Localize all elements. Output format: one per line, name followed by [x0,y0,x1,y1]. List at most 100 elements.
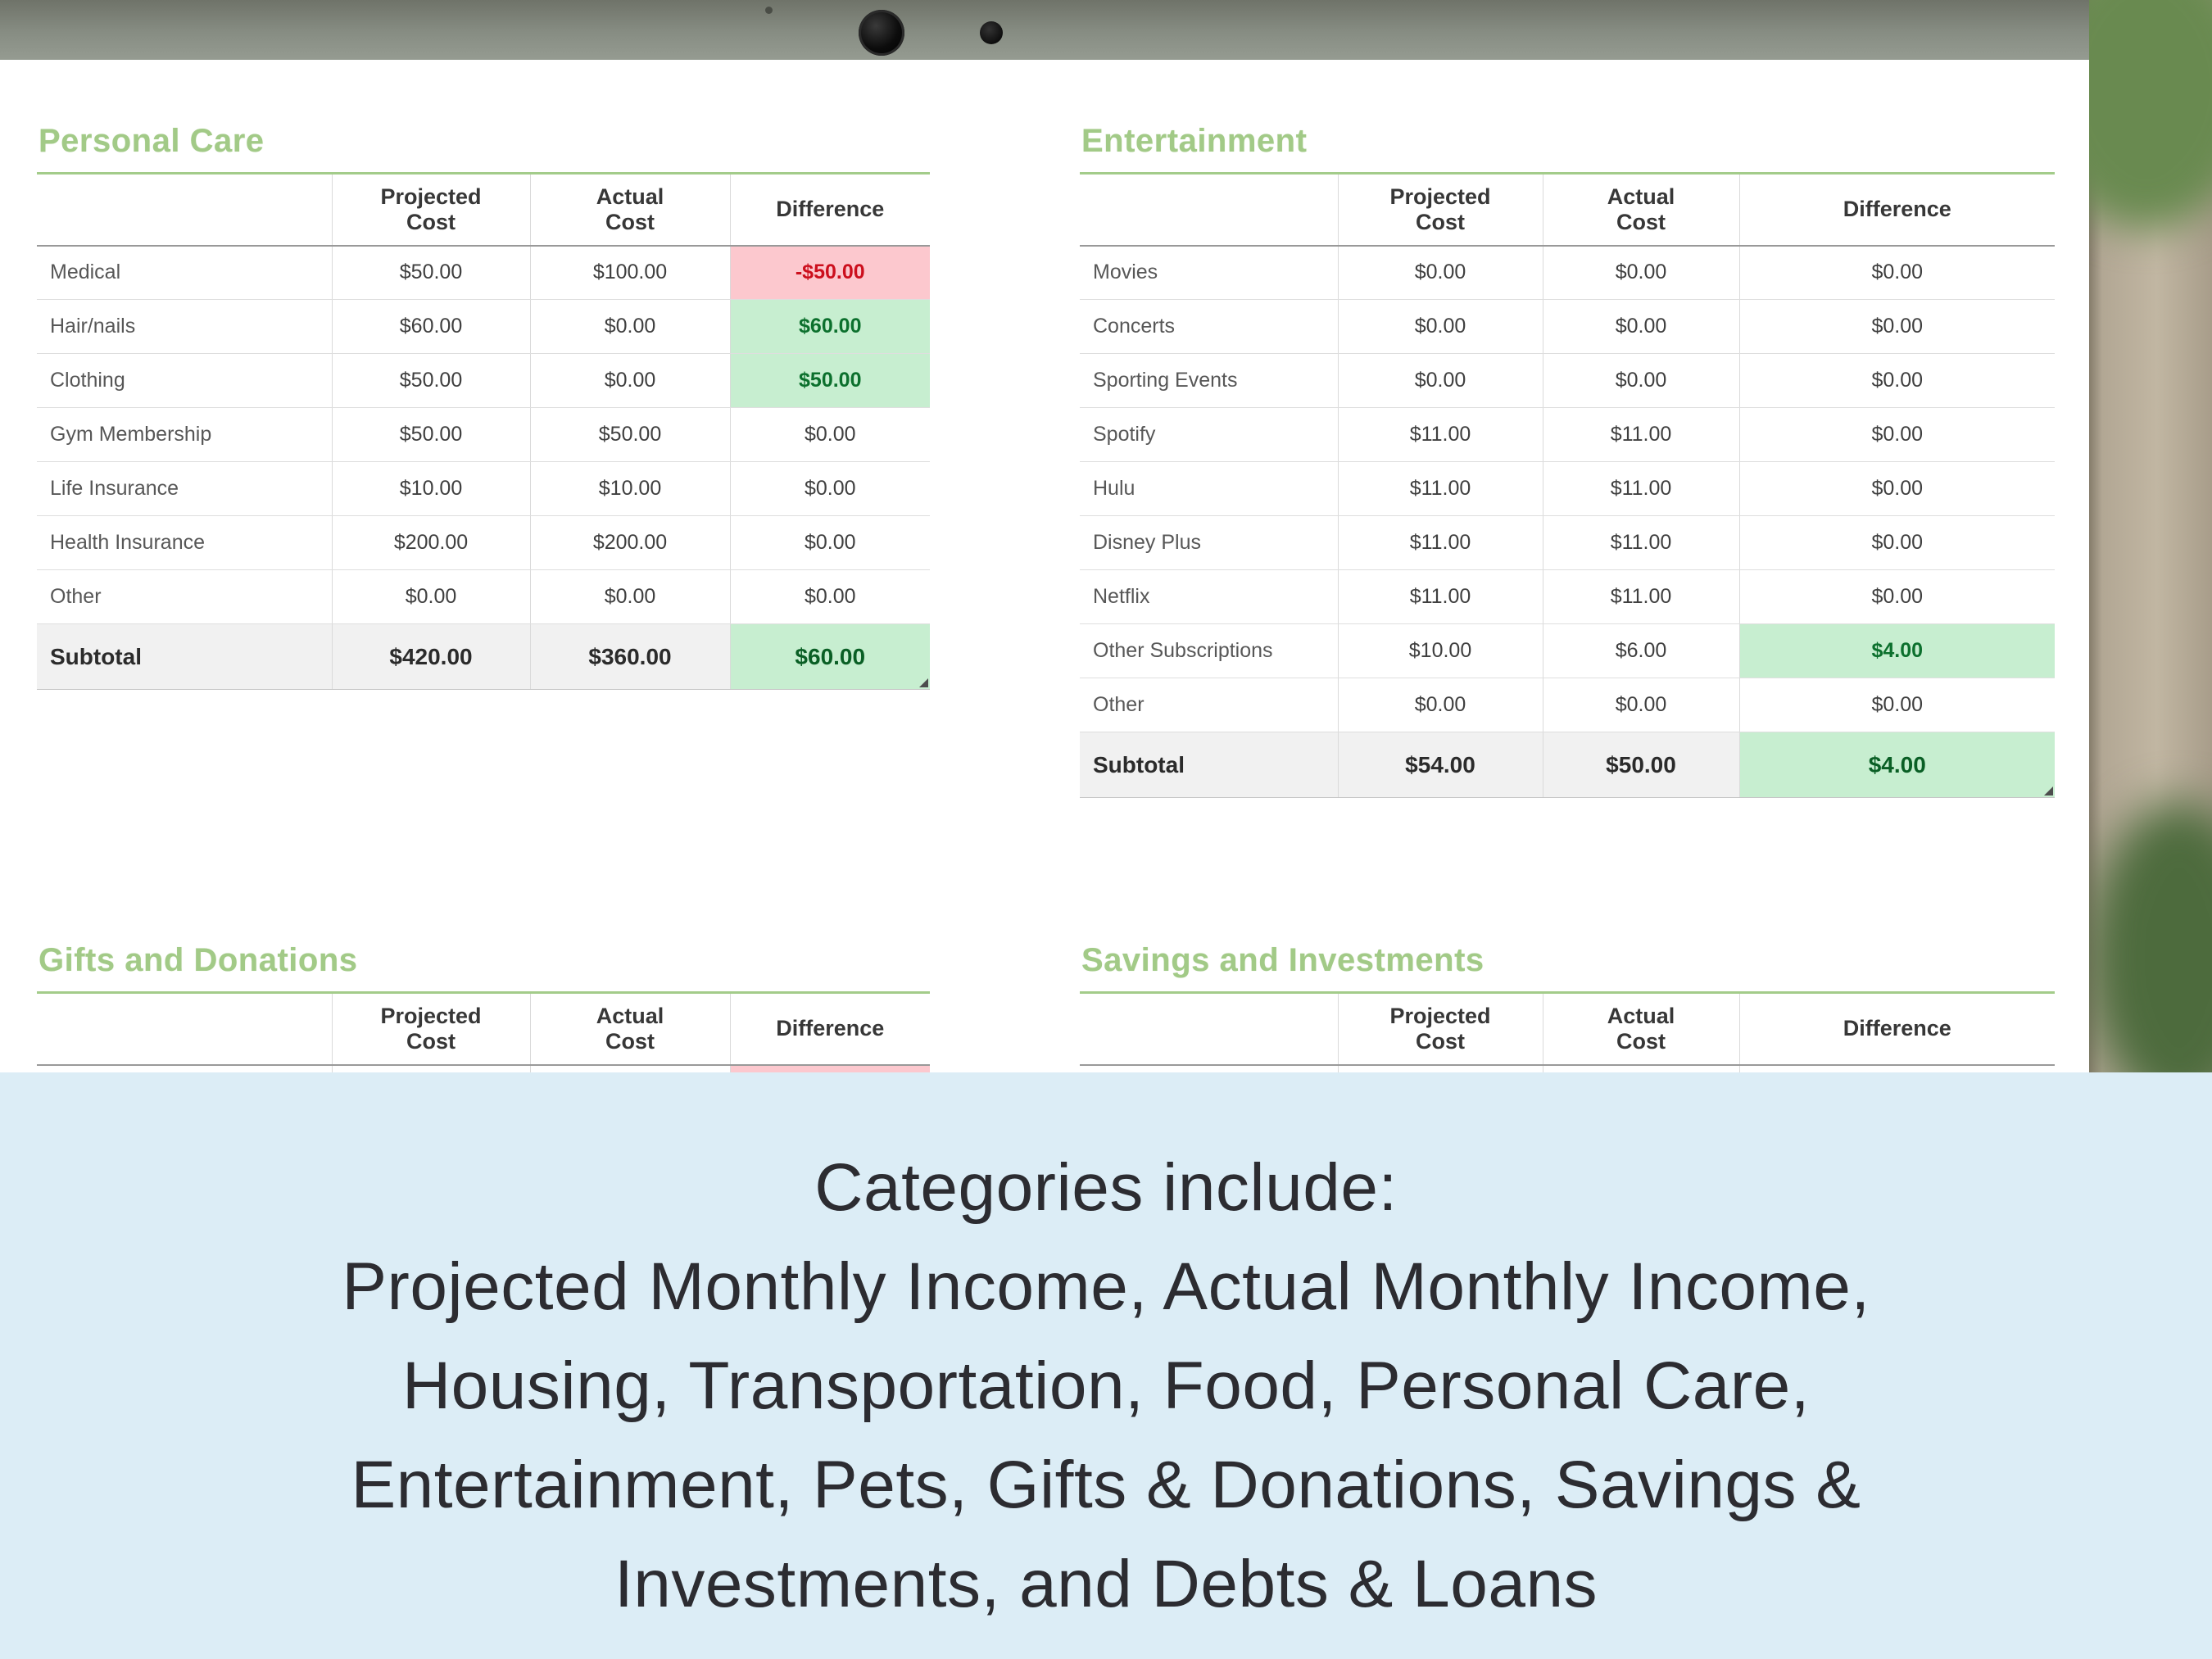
row-label-cell[interactable]: Subtotal [1080,732,1338,798]
projected-cost-cell[interactable] [331,1064,530,1072]
row-label-cell[interactable]: Netflix [1080,569,1338,624]
difference-cell[interactable]: $4.00 [1738,623,2055,678]
projected-cost-cell[interactable]: $50.00 [331,245,530,300]
table-row: Concerts $0.00 $0.00 $0.00 [1080,299,2055,354]
budget-table-entertainment: Projected Cost Actual Cost Difference Movie… [1080,172,2055,798]
difference-cell[interactable]: $0.00 [1738,245,2055,300]
row-label-cell[interactable]: Subtotal [37,623,332,690]
corner-header-cell [1080,992,1338,1066]
table-title-savings-and-investments: Savings and Investments [1081,942,1484,978]
row-label-cell[interactable]: Sporting Events [1080,353,1338,408]
actual-cost-cell[interactable]: $100.00 [529,245,730,300]
actual-cost-cell[interactable]: $360.00 [529,623,730,690]
difference-cell[interactable]: $0.00 [1738,569,2055,624]
projected-cost-cell[interactable]: $10.00 [1337,623,1543,678]
table-row: Disney Plus $11.00 $11.00 $0.00 [1080,515,2055,570]
table-row: Other $0.00 $0.00 $0.00 [37,569,930,624]
actual-cost-cell[interactable]: $11.00 [1542,569,1739,624]
difference-cell[interactable]: $60.00 [729,623,930,690]
subtotal-row: Subtotal $420.00 $360.00 $60.00 [37,623,930,690]
row-label-cell[interactable]: Hulu [1080,461,1338,516]
table-row: Life Insurance $10.00 $10.00 $0.00 [37,461,930,516]
actual-cost-cell[interactable]: $0.00 [529,299,730,354]
row-label-cell[interactable]: Movies [1080,245,1338,300]
table-row: Gym Membership $50.00 $50.00 $0.00 [37,407,930,462]
projected-cost-cell[interactable]: $50.00 [331,353,530,408]
projected-cost-cell[interactable]: $0.00 [1337,245,1543,300]
projected-cost-cell[interactable]: $0.00 [1337,299,1543,354]
corner-header-cell [37,992,332,1066]
actual-cost-cell[interactable] [1542,1064,1739,1072]
actual-cost-cell[interactable]: $0.00 [1542,353,1739,408]
actual-cost-cell[interactable]: $11.00 [1542,461,1739,516]
difference-cell[interactable]: $0.00 [729,569,930,624]
projected-cost-cell[interactable]: $0.00 [1337,353,1543,408]
difference-cell[interactable]: $0.00 [1738,461,2055,516]
projected-cost-cell[interactable]: $0.00 [331,569,530,624]
actual-cost-cell[interactable]: $11.00 [1542,407,1739,462]
actual-cost-cell[interactable]: $0.00 [529,353,730,408]
column-header: Difference [1738,173,2055,247]
difference-cell[interactable]: -$50.00 [729,245,930,300]
actual-cost-cell[interactable]: $10.00 [529,461,730,516]
row-label-cell[interactable]: Gym Membership [37,407,332,462]
projected-cost-cell[interactable]: $11.00 [1337,407,1543,462]
row-label-cell[interactable]: Concerts [1080,299,1338,354]
projected-cost-cell[interactable] [1337,1064,1543,1072]
row-label-cell[interactable] [1080,1064,1338,1072]
projected-cost-cell[interactable]: $0.00 [1337,678,1543,732]
actual-cost-cell[interactable]: $6.00 [1542,623,1739,678]
row-label-cell[interactable]: Other [1080,678,1338,732]
difference-cell[interactable]: $0.00 [1738,515,2055,570]
projected-cost-cell[interactable]: $10.00 [331,461,530,516]
projected-cost-cell[interactable]: $11.00 [1337,569,1543,624]
difference-cell[interactable]: $0.00 [1738,678,2055,732]
projected-cost-cell[interactable]: $54.00 [1337,732,1543,798]
row-label-cell[interactable]: Medical [37,245,332,300]
difference-cell[interactable]: $50.00 [729,353,930,408]
projected-cost-cell[interactable]: $11.00 [1337,515,1543,570]
actual-cost-cell[interactable]: $11.00 [1542,515,1739,570]
actual-cost-cell[interactable]: $200.00 [529,515,730,570]
difference-cell[interactable]: $0.00 [1738,299,2055,354]
row-label-cell[interactable]: Clothing [37,353,332,408]
difference-cell[interactable]: $4.00 [1738,732,2055,798]
projected-cost-cell[interactable]: $11.00 [1337,461,1543,516]
table-row: Medical $50.00 $100.00 -$50.00 [37,245,930,300]
difference-cell[interactable]: $0.00 [729,407,930,462]
corner-header-cell [1080,173,1338,247]
column-header: Actual Cost [529,992,730,1066]
difference-cell[interactable]: $0.00 [729,515,930,570]
table-title-gifts-and-donations: Gifts and Donations [39,942,358,978]
actual-cost-cell[interactable]: $0.00 [1542,678,1739,732]
section-personal-care: Personal Care Projected Cost Actual Cost D… [37,123,930,690]
difference-cell[interactable] [1738,1064,2055,1072]
projected-cost-cell[interactable]: $420.00 [331,623,530,690]
actual-cost-cell[interactable] [529,1064,730,1072]
actual-cost-cell[interactable]: $0.00 [1542,245,1739,300]
projected-cost-cell[interactable]: $50.00 [331,407,530,462]
table-row: Health Insurance $200.00 $200.00 $0.00 [37,515,930,570]
row-label-cell[interactable]: Disney Plus [1080,515,1338,570]
row-label-cell[interactable]: Spotify [1080,407,1338,462]
actual-cost-cell[interactable]: $0.00 [529,569,730,624]
actual-cost-cell[interactable]: $0.00 [1542,299,1739,354]
microphone-icon [980,21,1003,44]
caption-line-2: Projected Monthly Income, Actual Monthly… [342,1249,1870,1324]
row-label-cell[interactable]: Other Subscriptions [1080,623,1338,678]
row-label-cell[interactable] [37,1064,332,1072]
table-row: Hulu $11.00 $11.00 $0.00 [1080,461,2055,516]
projected-cost-cell[interactable]: $60.00 [331,299,530,354]
row-label-cell[interactable]: Life Insurance [37,461,332,516]
row-label-cell[interactable]: Health Insurance [37,515,332,570]
actual-cost-cell[interactable]: $50.00 [1542,732,1739,798]
row-label-cell[interactable]: Other [37,569,332,624]
difference-cell[interactable]: $0.00 [1738,353,2055,408]
difference-cell[interactable] [729,1064,930,1072]
difference-cell[interactable]: $60.00 [729,299,930,354]
row-label-cell[interactable]: Hair/nails [37,299,332,354]
actual-cost-cell[interactable]: $50.00 [529,407,730,462]
projected-cost-cell[interactable]: $200.00 [331,515,530,570]
difference-cell[interactable]: $0.00 [1738,407,2055,462]
difference-cell[interactable]: $0.00 [729,461,930,516]
